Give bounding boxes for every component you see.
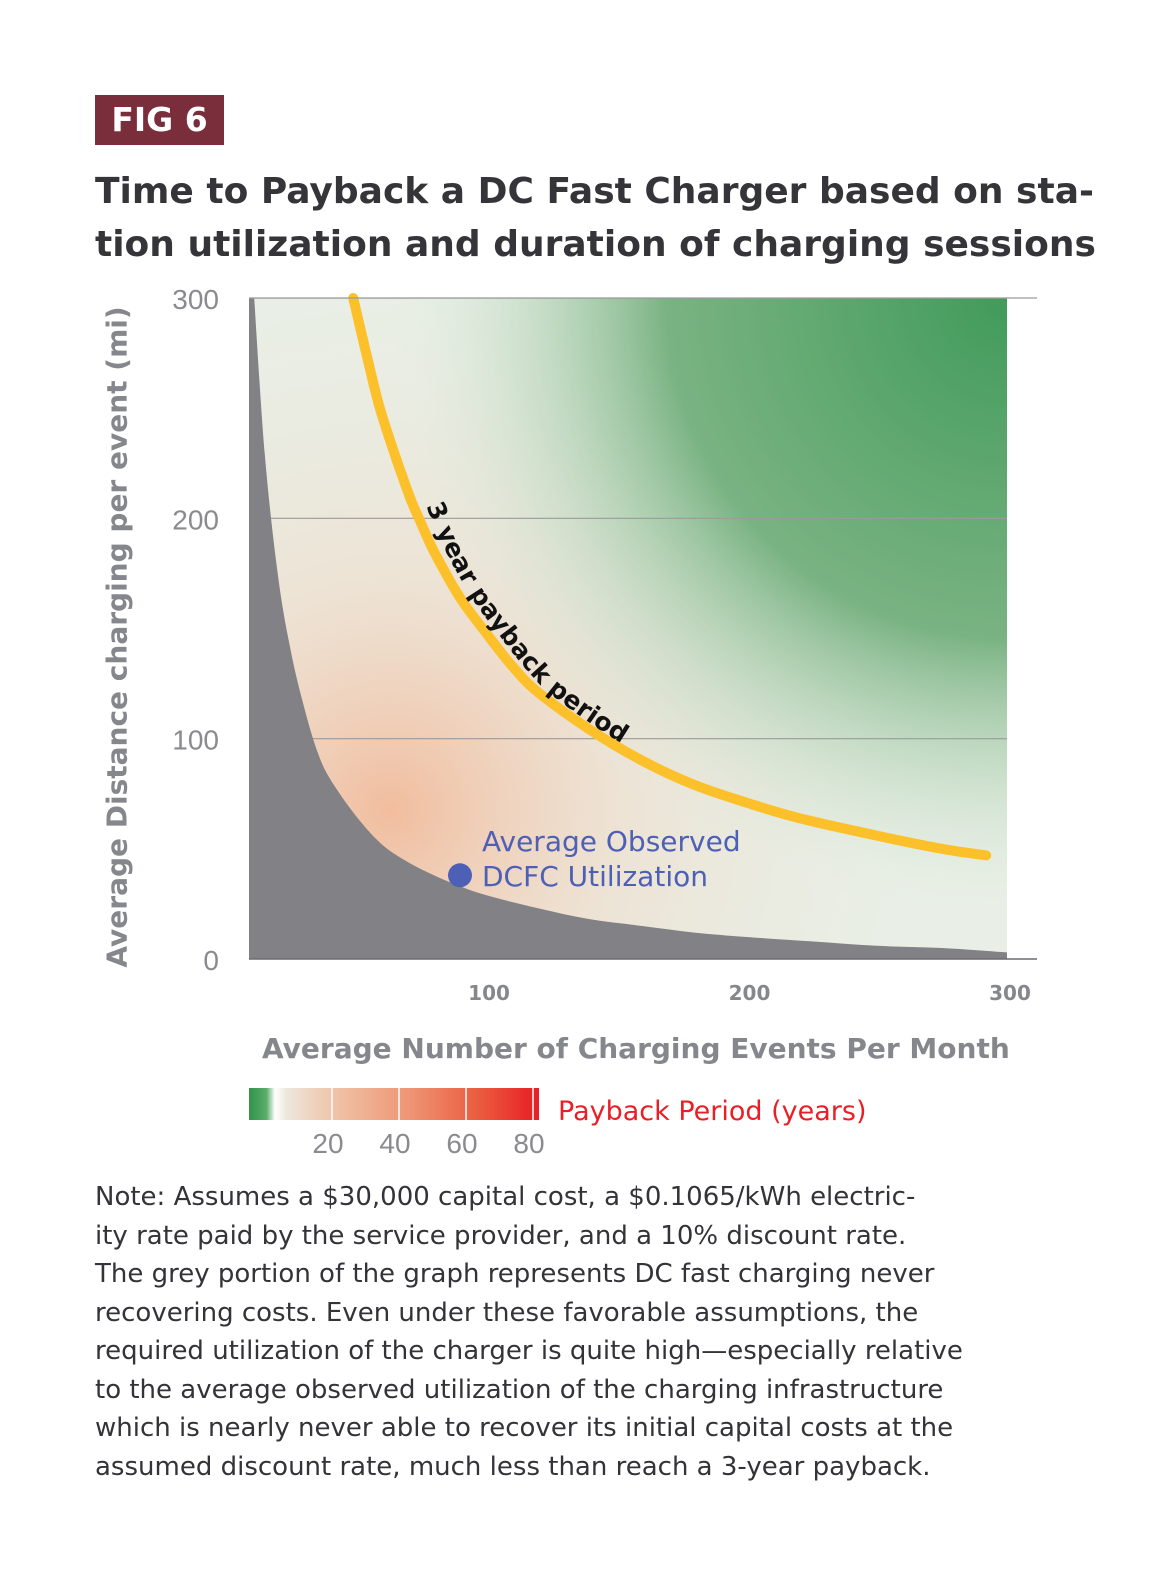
x-tick-label: 100: [468, 981, 510, 1005]
title-line-1: Time to Payback a DC Fast Charger based …: [95, 171, 1094, 212]
legend-tick-label: 80: [513, 1128, 544, 1159]
legend-tick-label: 20: [312, 1128, 343, 1159]
note-line: The grey portion of the graph represents…: [95, 1259, 935, 1289]
x-tick-label: 200: [729, 981, 771, 1005]
figure-badge: FIG 6: [95, 95, 224, 145]
observed-label-line-1: Average Observed: [482, 825, 741, 858]
legend-tick-label: 40: [379, 1128, 410, 1159]
note-line: recovering costs. Even under these favor…: [95, 1297, 919, 1328]
legend-title: Payback Period (years): [558, 1096, 866, 1127]
note-line: which is nearly never able to recover it…: [95, 1413, 954, 1443]
three-year-payback-curve: [348, 293, 992, 861]
note-line: required utilization of the charger is q…: [95, 1336, 963, 1366]
note-line: to the average observed utilization of t…: [95, 1374, 944, 1405]
observed-label-line-2: DCFC Utilization: [482, 860, 708, 893]
legend-color-bar: [249, 1088, 539, 1120]
legend-tick-label: 60: [446, 1128, 477, 1159]
note-line: ity rate paid by the service provider, a…: [95, 1220, 907, 1251]
x-tick-label: 300: [989, 981, 1031, 1005]
y-tick-label: 100: [172, 725, 219, 756]
observed-utilization-point: [448, 863, 472, 888]
y-tick-label: 300: [172, 284, 219, 315]
chart-title: Time to Payback a DC Fast Charger based …: [95, 165, 1096, 271]
note-line: Note: Assumes a $30,000 capital cost, a …: [95, 1182, 916, 1212]
title-line-2: tion utilization and duration of chargin…: [95, 224, 1096, 265]
y-axis-title: Average Distance charging per event (mi): [100, 306, 134, 968]
chart-note: Note: Assumes a $30,000 capital cost, a …: [95, 1178, 1055, 1486]
note-line: assumed discount rate, much less than re…: [95, 1451, 931, 1482]
no-payback-region: [249, 298, 1007, 959]
y-tick-label: 0: [203, 945, 219, 976]
y-tick-label: 200: [172, 504, 219, 535]
x-axis-title: Average Number of Charging Events Per Mo…: [262, 1032, 1010, 1065]
